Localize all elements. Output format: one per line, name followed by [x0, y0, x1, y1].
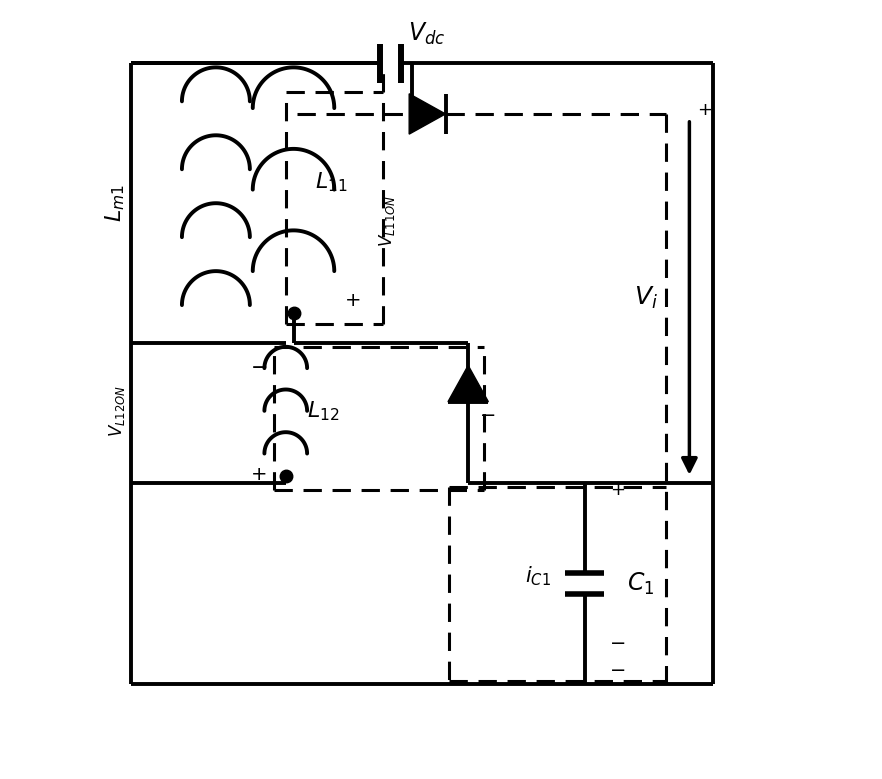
Text: $-$: $-$ — [609, 633, 625, 651]
Text: $+$: $+$ — [609, 481, 624, 499]
Text: $+$: $+$ — [344, 291, 360, 310]
Text: $+$: $+$ — [250, 465, 266, 485]
Text: $-$: $-$ — [609, 660, 625, 679]
Text: $i_{C1}$: $i_{C1}$ — [525, 564, 551, 587]
Text: $L_{12}$: $L_{12}$ — [308, 399, 340, 423]
Text: $C_1$: $C_1$ — [627, 570, 654, 597]
Text: $V_{L11ON}$: $V_{L11ON}$ — [377, 195, 397, 247]
Text: $L_{m1}$: $L_{m1}$ — [103, 185, 127, 222]
Text: $-$: $-$ — [250, 356, 267, 376]
Text: $V_i$: $V_i$ — [634, 285, 658, 312]
Text: $V_{dc}$: $V_{dc}$ — [407, 21, 445, 47]
Polygon shape — [448, 365, 489, 402]
Text: $L_{11}$: $L_{11}$ — [315, 170, 348, 194]
Text: $+$: $+$ — [698, 101, 713, 119]
Text: $-$: $-$ — [480, 404, 496, 423]
Text: $V_{L12ON}$: $V_{L12ON}$ — [107, 385, 127, 437]
Polygon shape — [409, 93, 445, 134]
